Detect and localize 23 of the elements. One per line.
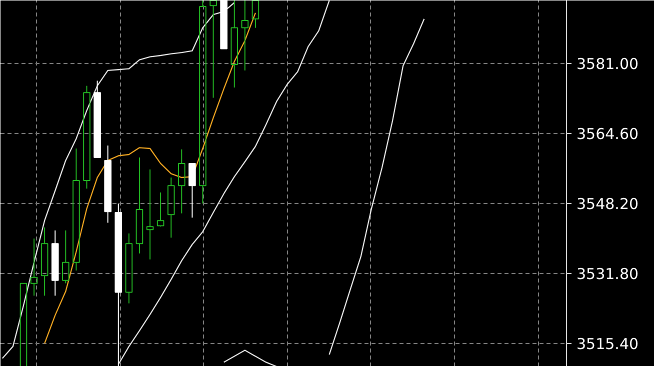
y-tick-label: 3548.20: [576, 195, 639, 214]
candlestick: [146, 168, 154, 260]
y-tick-label: 3581.00: [576, 55, 639, 74]
line-series: [2, 2, 235, 359]
candlestick: [104, 145, 112, 224]
candlestick: [30, 238, 38, 296]
candlestick: [51, 230, 59, 296]
candlestick: [114, 203, 122, 366]
candlestick: [241, 0, 249, 71]
candlestick: [125, 232, 133, 304]
y-tick-label: 3515.40: [576, 334, 639, 353]
y-tick-label: 3564.60: [576, 125, 639, 144]
candlestick: [178, 148, 186, 214]
candlestick: [136, 156, 144, 254]
candlestick: [40, 226, 48, 296]
line-series: [328, 18, 425, 356]
line-series: [118, 0, 330, 365]
candlestick: [167, 177, 175, 238]
line-series: [223, 350, 278, 366]
y-tick-label: 3531.80: [576, 265, 639, 284]
candlestick: [72, 148, 80, 272]
candlestick: [230, 0, 238, 88]
candlestick: [199, 0, 206, 204]
